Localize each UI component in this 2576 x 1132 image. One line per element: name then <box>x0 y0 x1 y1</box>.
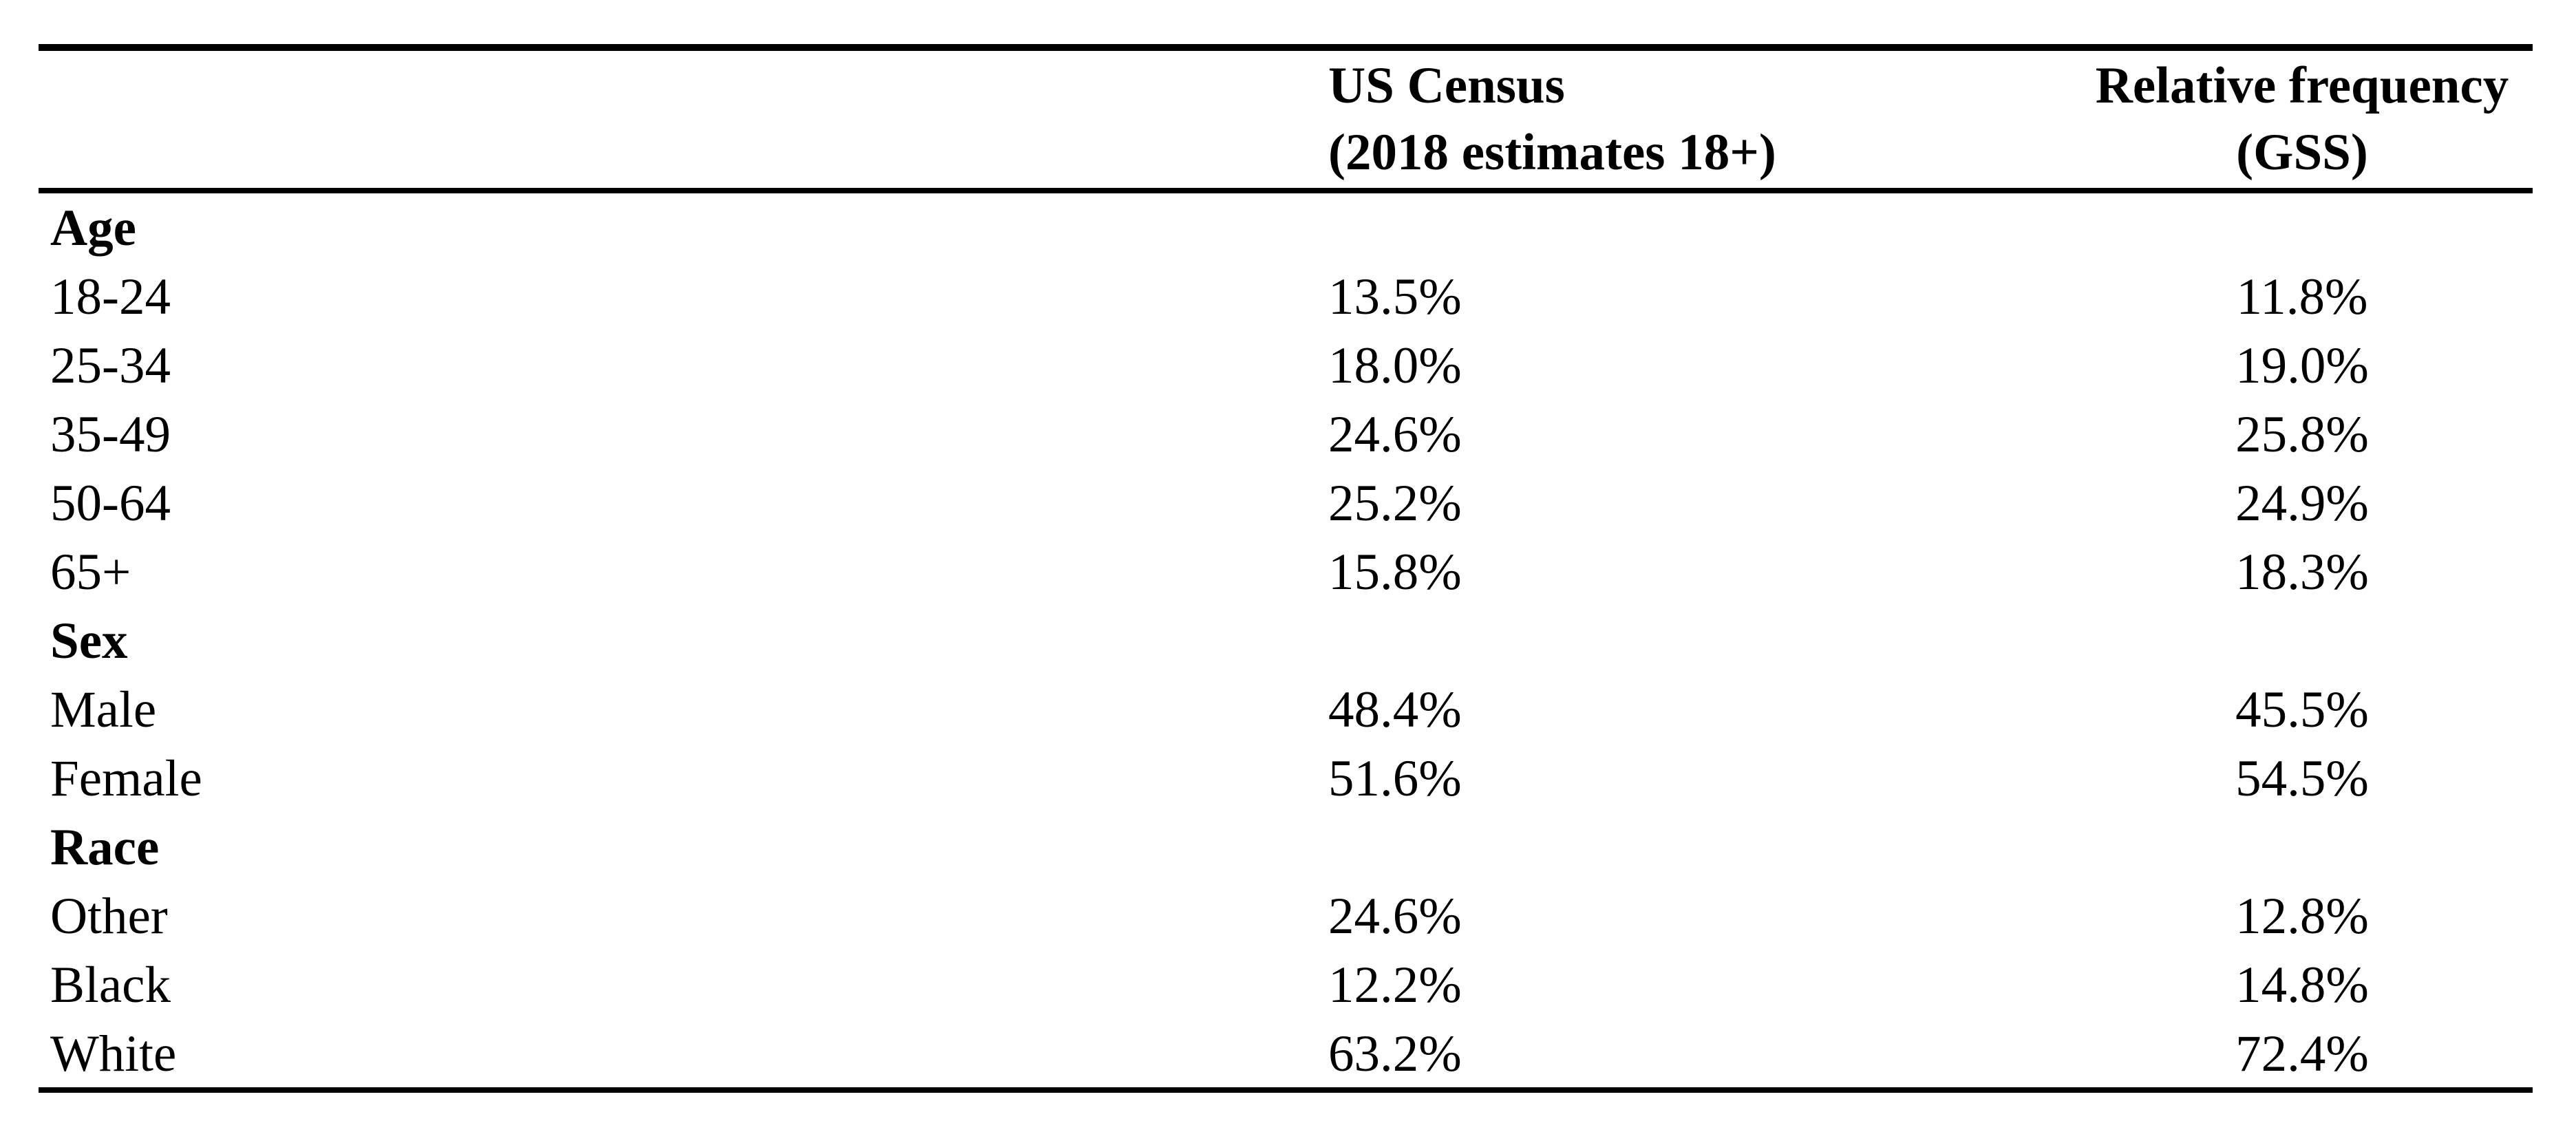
census-value: 63.2% <box>1328 1025 1462 1082</box>
table-mid-rule <box>39 188 2533 193</box>
census-value: 13.5% <box>1328 268 1462 325</box>
table-row: Female 51.6% 54.5% <box>39 745 2533 813</box>
gss-value: 12.8% <box>2235 888 2369 945</box>
header-gss-line2: (GSS) <box>2236 124 2368 181</box>
census-value: 25.2% <box>1328 475 1462 532</box>
header-gss-cell: Relative frequency (GSS) <box>2072 52 2533 186</box>
census-value: 48.4% <box>1328 681 1462 738</box>
row-label: Other <box>50 888 168 945</box>
header-census-line2: (2018 estimates 18+) <box>1328 124 1776 181</box>
census-value <box>1328 813 2072 882</box>
census-value: 24.6% <box>1328 888 1462 945</box>
gss-value: 45.5% <box>2235 681 2369 738</box>
table-row: 65+ 15.8% 18.3% <box>39 538 2533 607</box>
gss-value: 18.3% <box>2235 544 2369 601</box>
census-value: 18.0% <box>1328 337 1462 394</box>
row-label: 50-64 <box>50 475 171 532</box>
gss-value: 24.9% <box>2235 475 2369 532</box>
row-label: Male <box>50 681 157 738</box>
gss-value: 19.0% <box>2235 337 2369 394</box>
table-header-row: US Census (2018 estimates 18+) Relative … <box>39 52 2533 186</box>
section-row-age: Age <box>39 194 2533 263</box>
table-row: 18-24 13.5% 11.8% <box>39 263 2533 332</box>
header-empty-cell <box>39 52 1328 186</box>
census-value <box>1328 194 2072 263</box>
census-value: 12.2% <box>1328 957 1462 1014</box>
census-value <box>1328 607 2072 676</box>
census-value: 15.8% <box>1328 544 1462 601</box>
section-label: Age <box>50 200 136 257</box>
table-top-rule <box>39 44 2533 51</box>
section-row-race: Race <box>39 813 2533 882</box>
table-row: Other 24.6% 12.8% <box>39 882 2533 951</box>
section-label: Race <box>50 819 160 876</box>
row-label: 65+ <box>50 544 131 601</box>
table-row: 35-49 24.6% 25.8% <box>39 401 2533 469</box>
gss-value <box>2072 194 2533 263</box>
gss-value: 72.4% <box>2235 1025 2369 1082</box>
row-label: 25-34 <box>50 337 171 394</box>
gss-value: 14.8% <box>2235 957 2369 1014</box>
row-label: 35-49 <box>50 406 171 463</box>
gss-value: 25.8% <box>2235 406 2369 463</box>
table-row: Black 12.2% 14.8% <box>39 951 2533 1020</box>
table-row: Male 48.4% 45.5% <box>39 676 2533 745</box>
table-bottom-rule <box>39 1087 2533 1093</box>
section-label: Sex <box>50 612 128 670</box>
header-census-cell: US Census (2018 estimates 18+) <box>1328 52 2072 186</box>
table-row: White 63.2% 72.4% <box>39 1020 2533 1089</box>
census-value: 51.6% <box>1328 750 1462 807</box>
gss-value: 54.5% <box>2235 750 2369 807</box>
row-label: Female <box>50 750 202 807</box>
gss-value: 11.8% <box>2236 268 2368 325</box>
header-census-line1: US Census <box>1328 57 1565 114</box>
census-value: 24.6% <box>1328 406 1462 463</box>
table-row: 25-34 18.0% 19.0% <box>39 332 2533 401</box>
section-row-sex: Sex <box>39 607 2533 676</box>
gss-value <box>2072 813 2533 882</box>
table-row: 50-64 25.2% 24.9% <box>39 469 2533 538</box>
row-label: 18-24 <box>50 268 171 325</box>
table-body: Age 18-24 13.5% 11.8% 25-34 18.0% 19.0% … <box>39 194 2533 1089</box>
row-label: White <box>50 1025 177 1082</box>
header-gss-line1: Relative frequency <box>2095 57 2509 114</box>
row-label: Black <box>50 957 171 1014</box>
gss-value <box>2072 607 2533 676</box>
